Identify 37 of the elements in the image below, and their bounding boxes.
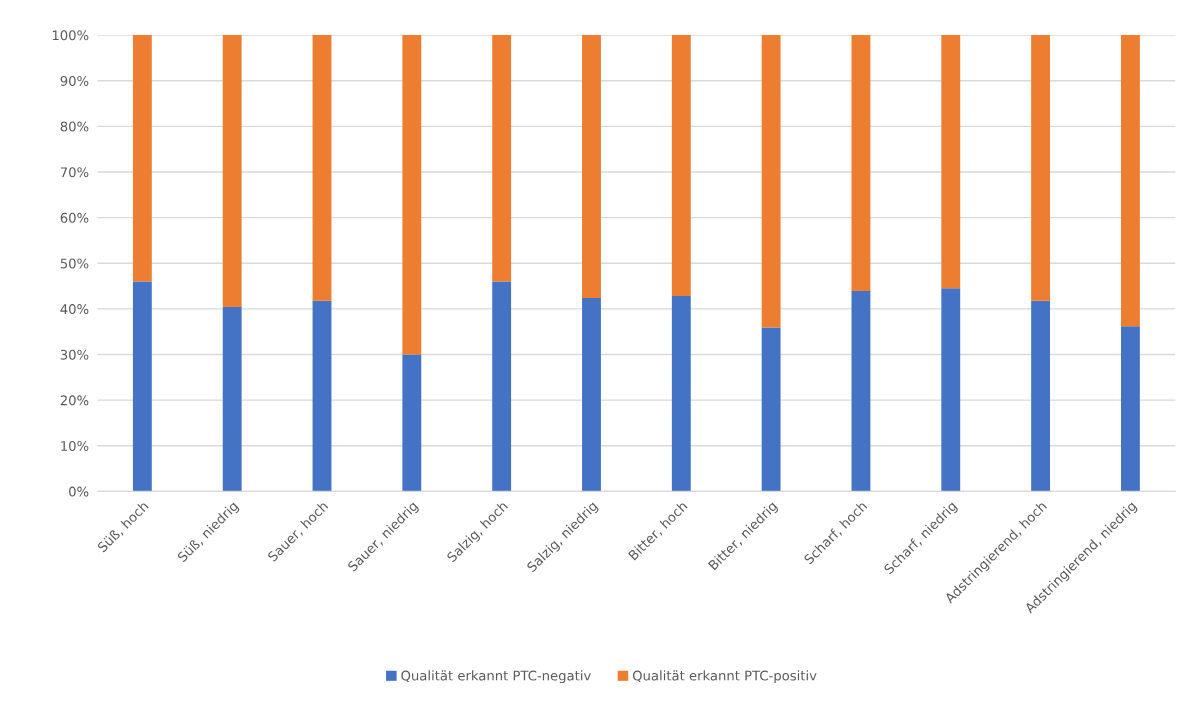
bar xyxy=(1031,35,1051,301)
bar xyxy=(582,297,601,492)
bar xyxy=(1120,35,1140,327)
bar xyxy=(851,35,871,292)
y-tick-label: 30% xyxy=(60,349,89,360)
y-tick-label: 0% xyxy=(69,486,89,497)
y-tick-label: 10% xyxy=(61,440,89,451)
bar xyxy=(402,35,422,355)
bar xyxy=(1031,300,1051,492)
bar xyxy=(222,307,242,492)
bar xyxy=(132,35,152,282)
legend-label: Qualität erkannt PTC-negativ xyxy=(401,670,591,684)
bar xyxy=(222,35,242,308)
y-tick-label: 40% xyxy=(60,304,89,315)
y-tick-label: 20% xyxy=(60,395,89,406)
y-tick-label: 70% xyxy=(60,167,89,178)
bar xyxy=(492,281,512,492)
bar xyxy=(402,354,422,492)
bar xyxy=(492,35,512,282)
y-tick-label: 60% xyxy=(60,212,89,223)
bar xyxy=(1120,326,1140,492)
bar xyxy=(582,35,601,298)
bar xyxy=(761,327,781,492)
bar xyxy=(671,296,691,492)
bar xyxy=(312,300,332,492)
bar xyxy=(851,291,871,492)
legend-label: Qualität erkannt PTC-positiv xyxy=(632,670,817,684)
bar xyxy=(312,35,332,301)
bar xyxy=(671,35,691,297)
y-tick-label: 100% xyxy=(52,30,89,41)
bar xyxy=(941,288,961,492)
y-tick-label: 50% xyxy=(60,258,89,269)
y-tick-label: 80% xyxy=(60,121,89,132)
bar xyxy=(941,35,961,289)
bar xyxy=(761,35,781,328)
bar xyxy=(132,281,152,492)
y-tick-label: 90% xyxy=(60,75,89,86)
